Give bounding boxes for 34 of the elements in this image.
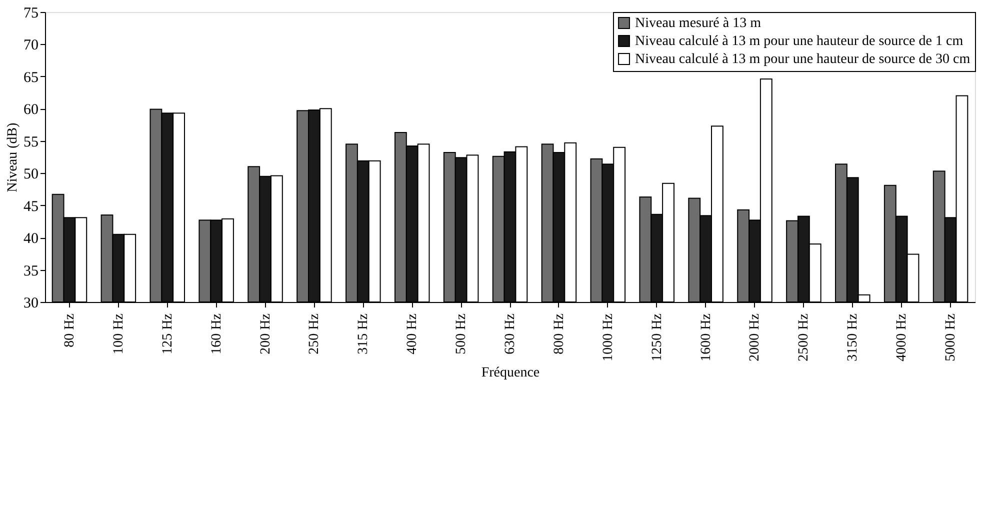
- y-tick-label: 40: [24, 231, 38, 248]
- legend-label: Niveau calculé à 13 m pour une hauteur de source de 30 cm: [635, 52, 970, 67]
- x-tick-label: 100 Hz: [111, 314, 126, 354]
- y-tick-label: 50: [24, 166, 38, 183]
- x-tick-label: 630 Hz: [503, 314, 518, 354]
- x-tick-label: 200 Hz: [258, 314, 274, 354]
- y-tick-label: 65: [24, 70, 38, 86]
- y-tick-label: 70: [24, 38, 38, 54]
- x-tick-label: 1250 Hz: [650, 314, 665, 362]
- x-tick-label: 315 Hz: [356, 314, 372, 354]
- x-tick-label: 160 Hz: [209, 314, 224, 354]
- x-tick-label: 5000 Hz: [944, 314, 959, 362]
- x-tick-label: 2000 Hz: [748, 314, 763, 362]
- x-tick-label: 125 Hz: [160, 314, 176, 354]
- x-tick-label: 1000 Hz: [600, 314, 616, 362]
- legend-label: Niveau calculé à 13 m pour une hauteur de source de 1 cm: [635, 34, 964, 49]
- y-tick-label: 75: [24, 6, 38, 22]
- x-tick-label: 3150 Hz: [846, 314, 861, 362]
- y-tick-label: 60: [24, 102, 38, 118]
- x-tick-label: 250 Hz: [307, 314, 322, 354]
- y-tick-label: 35: [24, 263, 38, 280]
- x-tick-label: 4000 Hz: [894, 314, 910, 362]
- x-tick-label: 80 Hz: [62, 314, 78, 348]
- y-tick-label: 55: [24, 134, 38, 150]
- x-tick-label: 1600 Hz: [698, 314, 714, 362]
- legend-label: Niveau mesuré à 13 m: [635, 16, 762, 31]
- x-tick-label: 500 Hz: [454, 314, 470, 354]
- y-tick-label: 45: [24, 198, 38, 215]
- y-tick-label: 30: [24, 296, 38, 312]
- x-tick-label: 2500 Hz: [796, 314, 812, 362]
- y-axis-title: Niveau (dB): [6, 122, 20, 192]
- x-axis-title: Fréquence: [481, 365, 540, 380]
- x-tick-label: 800 Hz: [552, 314, 567, 354]
- x-tick-label: 400 Hz: [405, 314, 420, 354]
